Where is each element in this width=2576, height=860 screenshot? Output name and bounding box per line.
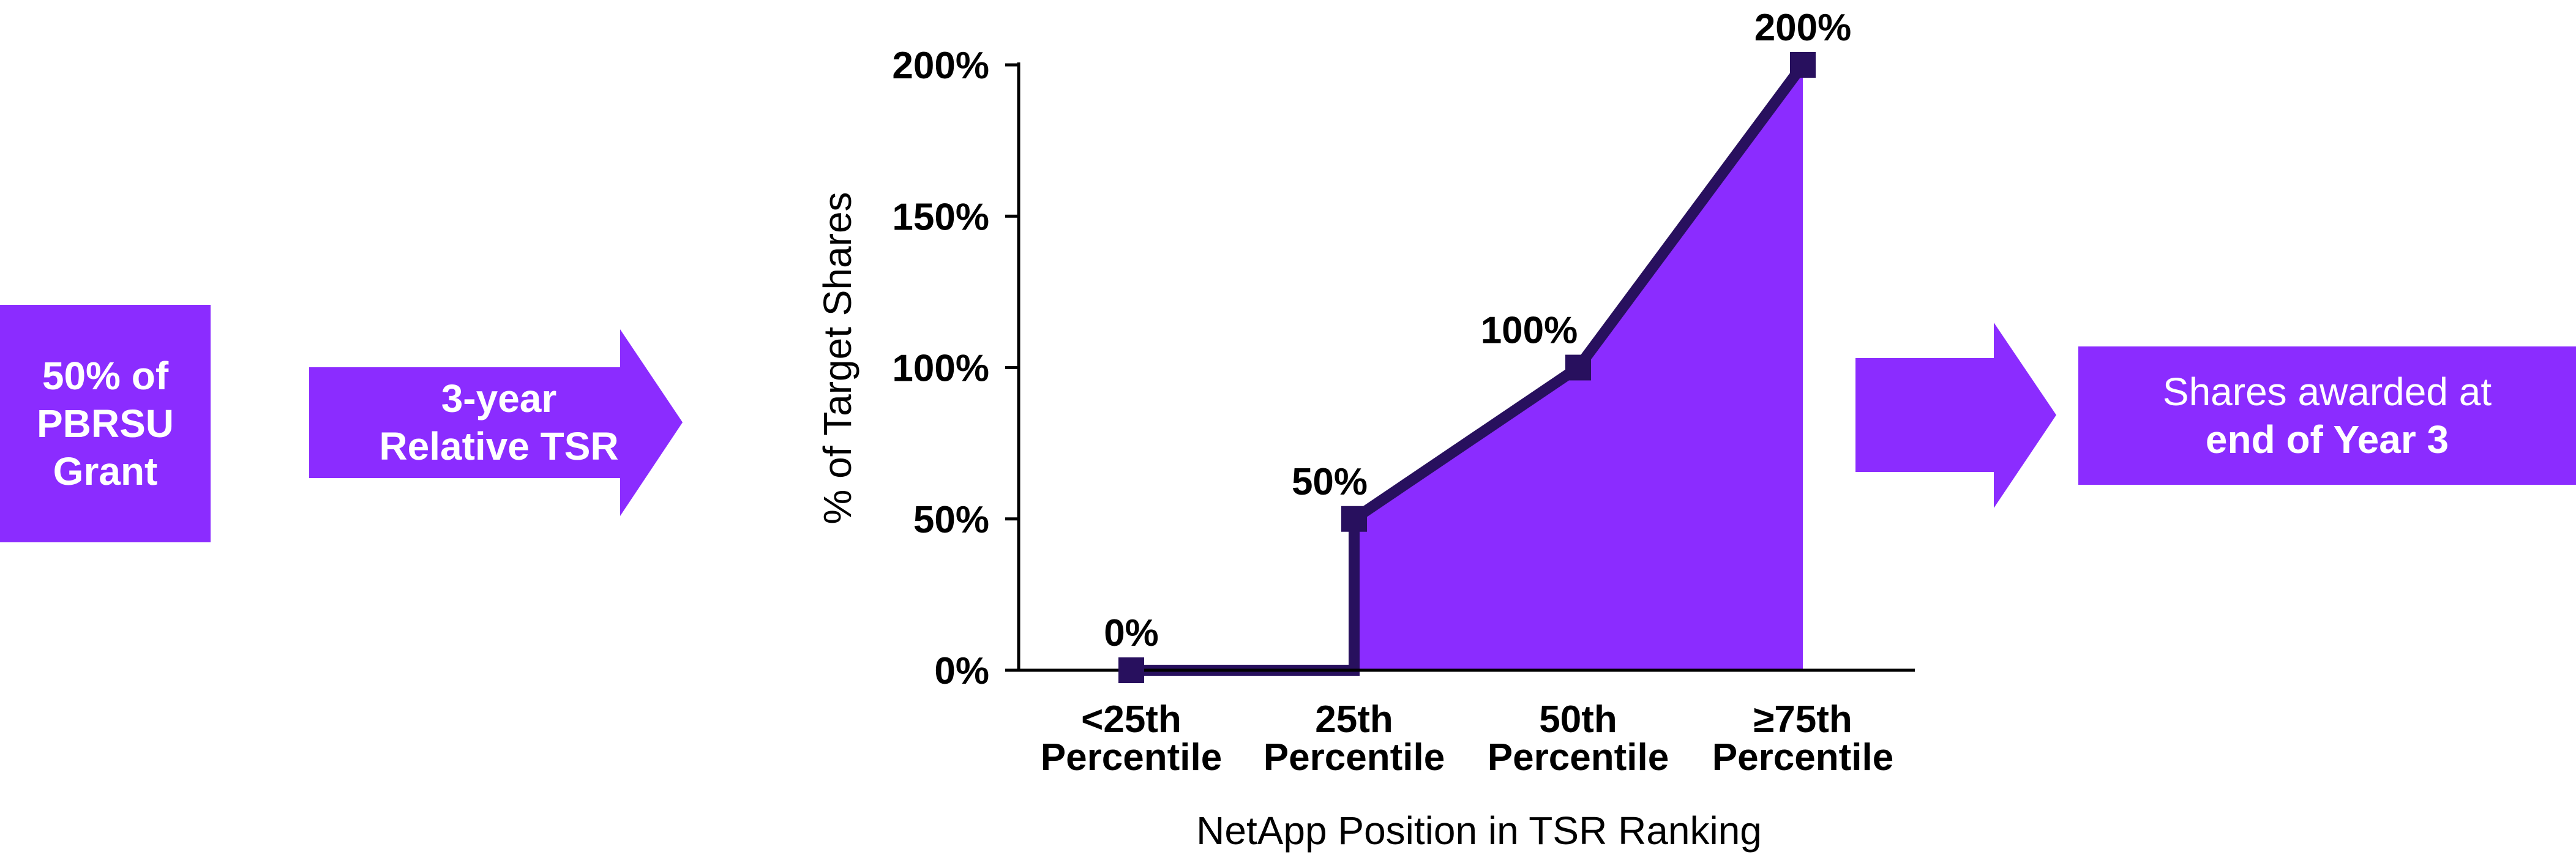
y-tick-label: 50% [913,499,989,541]
relative-tsr-label: 3-year Relative TSR [309,375,689,470]
x-category-label: Percentile [1041,736,1222,779]
data-label: 100% [1481,310,1578,352]
data-label: 50% [1292,461,1368,503]
pbrsu-grant-line-2: PBRSU [36,402,174,446]
pbrsu-grant-line-1: 50% of [42,354,169,398]
y-tick-label: 200% [892,45,989,87]
data-point-marker [1118,657,1144,683]
data-point-marker [1341,506,1367,532]
relative-tsr-line-2: Relative TSR [379,424,619,468]
x-category-label: ≥75th [1753,698,1852,741]
data-point-marker [1565,354,1591,381]
y-tick-label: 150% [892,196,989,238]
flow-arrow-right-icon [309,329,683,516]
data-point-marker [1790,52,1816,78]
x-category-label: Percentile [1264,736,1445,779]
x-axis-title: NetApp Position in TSR Ranking [1196,809,1762,853]
y-axis-title: % of Target Shares [815,192,859,524]
shares-awarded-line-1: Shares awarded at [2162,370,2492,414]
y-tick-label: 100% [892,348,989,390]
pbrsu-grant-box: 50% of PBRSU Grant [0,305,211,542]
relative-tsr-line-1: 3-year [441,376,557,421]
x-category-label: Percentile [1488,736,1669,779]
pbrsu-grant-line-3: Grant [53,449,158,493]
x-category-label: <25th [1081,698,1181,741]
data-label: 200% [1754,7,1852,49]
x-category-label: 25th [1315,698,1393,741]
flow-arrow-right-icon [1855,323,2056,508]
shares-awarded-line-2: end of Year 3 [2205,417,2449,462]
data-label: 0% [1104,612,1159,654]
x-category-label: Percentile [1712,736,1893,779]
shares-awarded-box: Shares awarded at end of Year 3 [2078,346,2576,485]
x-category-label: 50th [1539,698,1617,741]
y-tick-label: 0% [934,650,989,692]
